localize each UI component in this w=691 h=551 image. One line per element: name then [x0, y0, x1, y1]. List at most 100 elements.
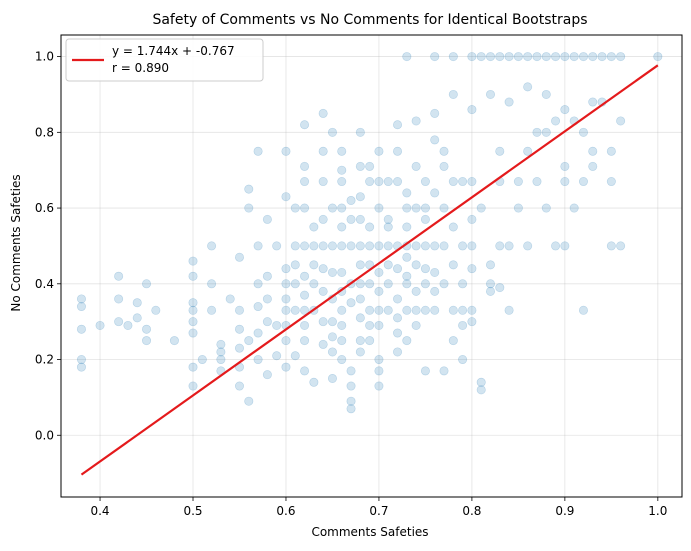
scatter-point [355, 313, 365, 323]
scatter-point [411, 241, 421, 251]
scatter-point [318, 339, 328, 349]
scatter-point [420, 279, 430, 289]
y-tick-label: 0.0 [35, 428, 54, 442]
scatter-point [383, 260, 393, 270]
legend[interactable]: y = 1.744x + -0.767 r = 0.890 [65, 38, 264, 82]
scatter-point [439, 366, 449, 376]
scatter-point [272, 241, 282, 251]
scatter-point [234, 305, 244, 315]
scatter-point [420, 177, 430, 187]
scatter-point [207, 305, 217, 315]
scatter-point [485, 286, 495, 296]
scatter-point [300, 241, 310, 251]
scatter-point [188, 381, 198, 391]
scatter-point [420, 241, 430, 251]
scatter-point [374, 366, 384, 376]
scatter-point [448, 177, 458, 187]
y-tick-label: 0.2 [35, 353, 54, 367]
scatter-point [569, 52, 579, 62]
scatter-point [132, 313, 142, 323]
scatter-point [309, 279, 319, 289]
scatter-point [142, 324, 152, 334]
scatter-point [188, 317, 198, 327]
scatter-point [393, 328, 403, 338]
scatter-point [374, 305, 384, 315]
scatter-point [430, 52, 440, 62]
scatter-point [337, 241, 347, 251]
scatter-point [588, 146, 598, 156]
scatter-point [123, 320, 133, 330]
scatter-point [197, 355, 207, 365]
scatter-point [476, 377, 486, 387]
scatter-point [653, 52, 663, 62]
scatter-point [318, 146, 328, 156]
scatter-point [393, 146, 403, 156]
scatter-point [337, 203, 347, 213]
scatter-point [355, 279, 365, 289]
scatter-point [439, 203, 449, 213]
scatter-point [374, 241, 384, 251]
scatter-point [467, 264, 477, 274]
scatter-point [383, 222, 393, 232]
scatter-point [290, 241, 300, 251]
scatter-point [467, 52, 477, 62]
scatter-point [188, 298, 198, 308]
scatter-point [383, 279, 393, 289]
scatter-point [393, 294, 403, 304]
scatter-point [318, 177, 328, 187]
scatter-point [383, 305, 393, 315]
scatter-point [560, 241, 570, 251]
scatter-point [393, 120, 403, 130]
scatter-point [281, 192, 291, 202]
scatter-point [458, 320, 468, 330]
grid-layer [61, 35, 682, 497]
x-tick-label: 0.6 [276, 504, 295, 518]
scatter-point [253, 241, 263, 251]
scatter-point [467, 305, 477, 315]
scatter-point [495, 283, 505, 293]
legend-correlation: r = 0.890 [112, 61, 169, 75]
scatter-point [476, 203, 486, 213]
scatter-point [513, 52, 523, 62]
scatter-point [448, 305, 458, 315]
scatter-point [188, 328, 198, 338]
x-tick-label: 1.0 [648, 504, 667, 518]
scatter-point [383, 177, 393, 187]
scatter-point [606, 146, 616, 156]
scatter-point [588, 52, 598, 62]
scatter-point [346, 404, 356, 414]
scatter-point [327, 241, 337, 251]
scatter-point [578, 52, 588, 62]
scatter-point [420, 305, 430, 315]
scatter-point [337, 355, 347, 365]
scatter-point [411, 203, 421, 213]
scatter-point [337, 305, 347, 315]
scatter-point [458, 279, 468, 289]
scatter-point [281, 264, 291, 274]
scatter-point [606, 241, 616, 251]
scatter-point [393, 177, 403, 187]
scatter-point [458, 241, 468, 251]
scatter-point [448, 336, 458, 346]
scatter-point [290, 203, 300, 213]
scatter-point [327, 373, 337, 383]
scatter-point [76, 362, 86, 372]
scatter-point [411, 116, 421, 126]
y-tick-label: 0.4 [35, 277, 54, 291]
x-axis-label: Comments Safeties [311, 525, 428, 539]
scatter-point [337, 222, 347, 232]
scatter-point [309, 260, 319, 270]
scatter-point [327, 267, 337, 277]
points-layer [76, 52, 663, 414]
legend-equation: y = 1.744x + -0.767 [112, 44, 235, 58]
scatter-point [365, 177, 375, 187]
regression-line [80, 64, 659, 476]
scatter-point [355, 127, 365, 137]
scatter-point [309, 222, 319, 232]
scatter-point [402, 203, 412, 213]
scatter-point [430, 241, 440, 251]
scatter-point [327, 127, 337, 137]
y-tick-label: 0.6 [35, 201, 54, 215]
scatter-point [188, 256, 198, 266]
